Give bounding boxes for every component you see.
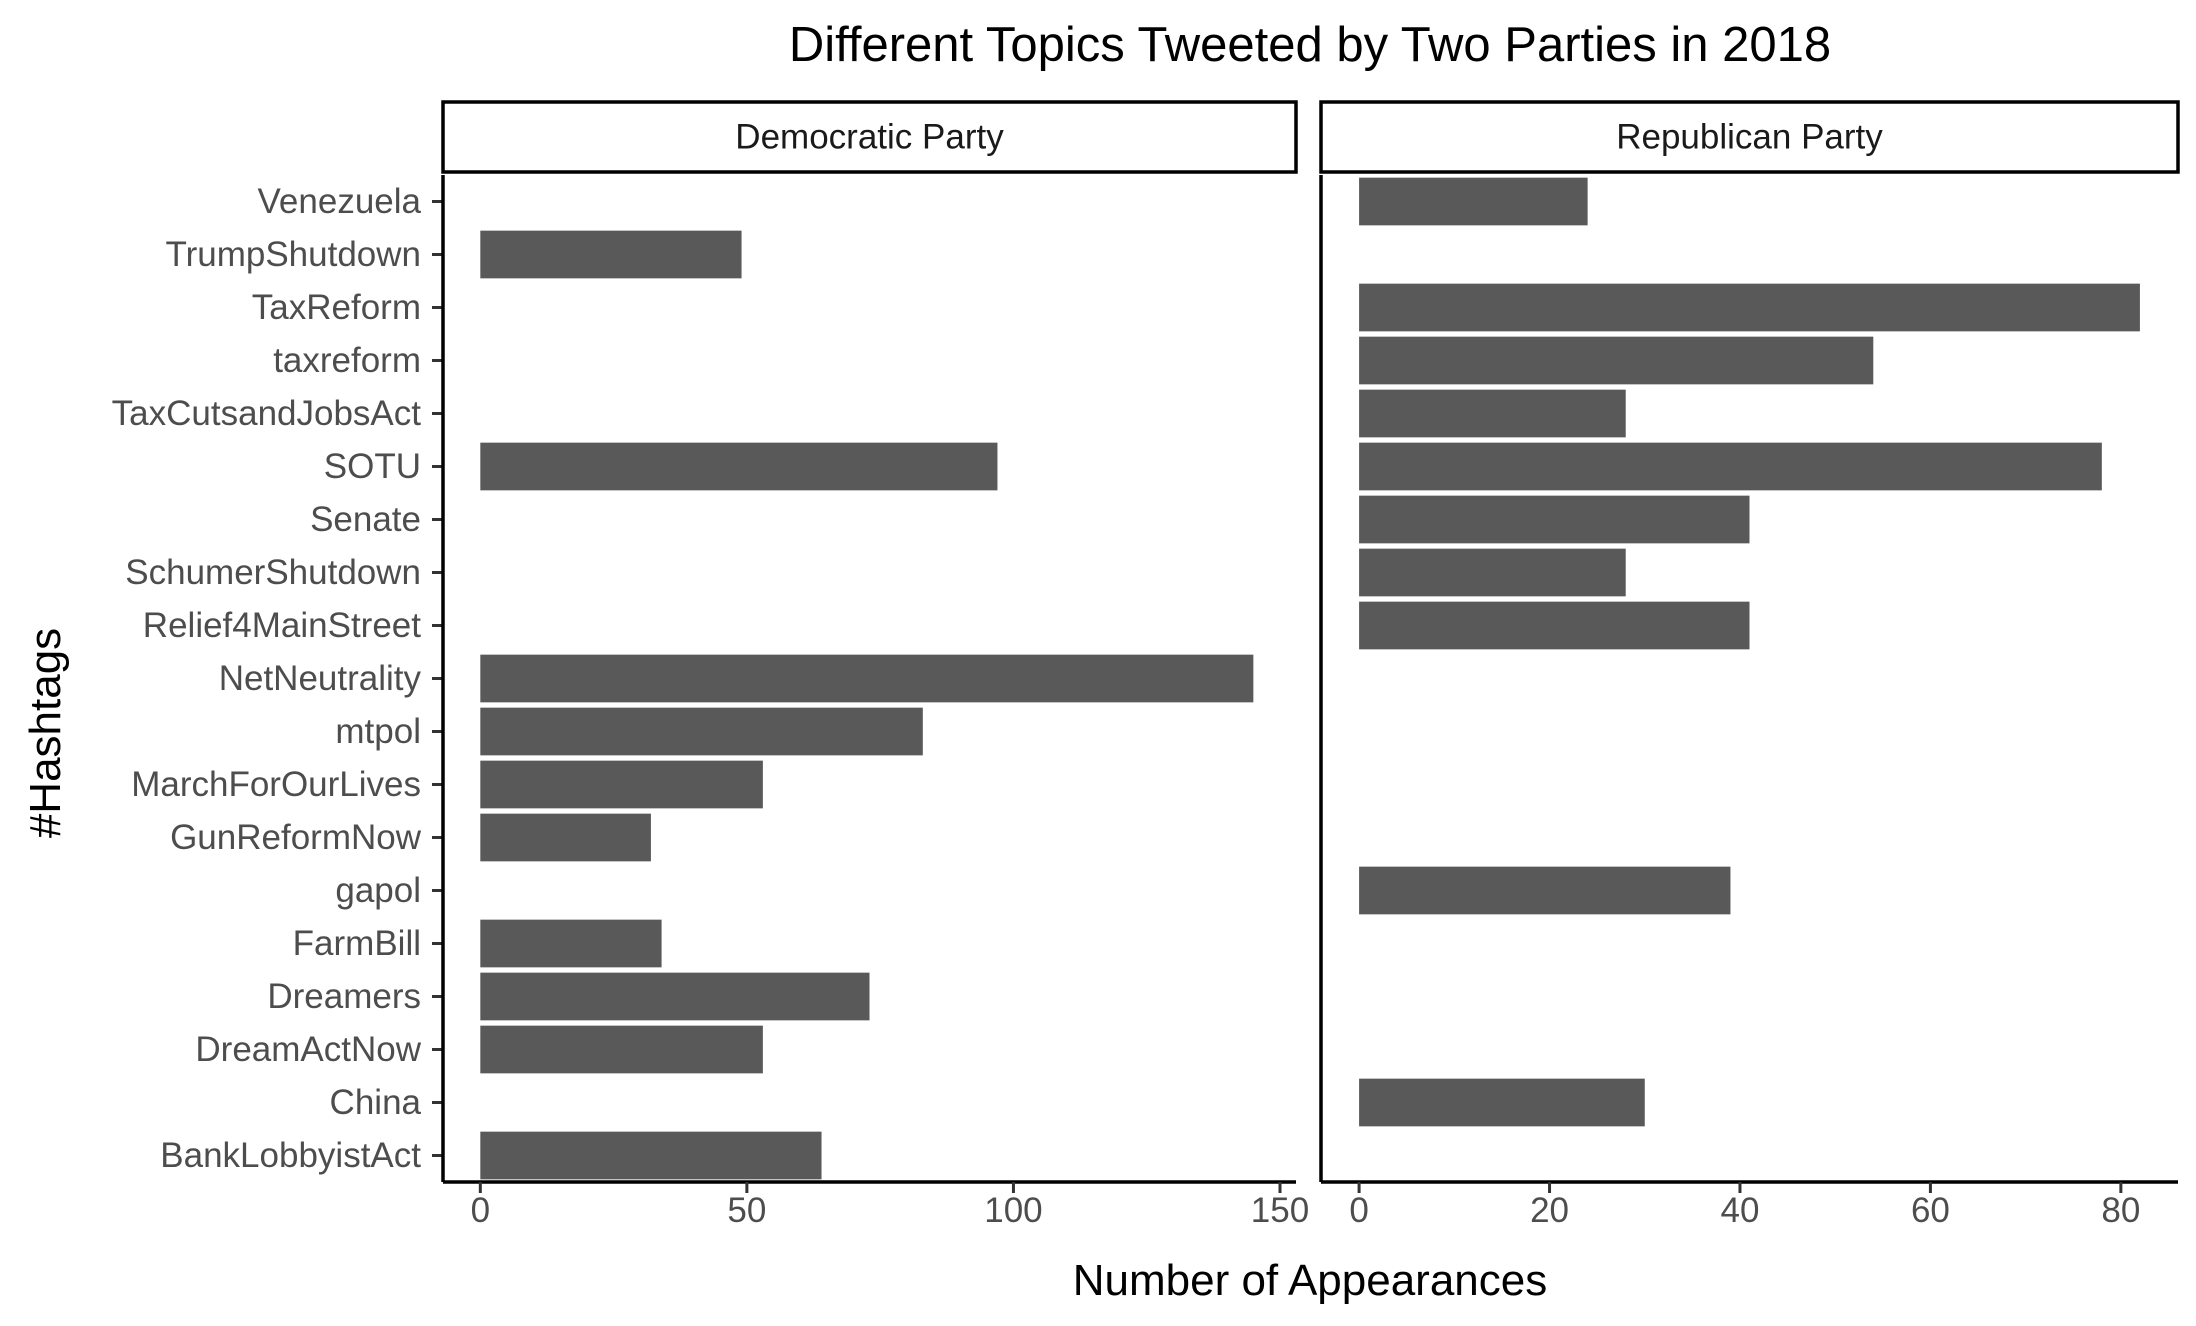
- y-tick-label-gunreformnow: GunReformNow: [170, 818, 422, 857]
- bar-republican-party-taxreform: [1359, 284, 2140, 332]
- bar-democratic-party-netneutrality: [480, 655, 1253, 703]
- x-tick-label-50: 50: [727, 1191, 766, 1230]
- y-tick-label-taxcutsandjobsact: TaxCutsandJobsAct: [112, 394, 422, 433]
- chart-title: Different Topics Tweeted by Two Parties …: [789, 18, 1831, 72]
- y-tick-label-netneutrality: NetNeutrality: [219, 659, 422, 698]
- x-tick-label-80: 80: [2101, 1191, 2140, 1230]
- bar-democratic-party-marchforourlives: [480, 761, 763, 809]
- bar-democratic-party-dreamers: [480, 973, 869, 1021]
- bar-republican-party-relief4mainstreet: [1359, 602, 1749, 650]
- bar-democratic-party-farmbill: [480, 920, 661, 968]
- y-tick-label-dreamactnow: DreamActNow: [195, 1030, 421, 1069]
- bar-democratic-party-gunreformnow: [480, 814, 651, 862]
- x-tick-label-100: 100: [984, 1191, 1042, 1230]
- y-tick-labels: BankLobbyistAct China DreamActNow Dreamers F…: [112, 182, 443, 1175]
- panel-democratic-party: Democratic Party 0 50 100 150: [443, 102, 1309, 1230]
- y-tick-label-farmbill: FarmBill: [293, 924, 421, 963]
- y-tick-label-china: China: [330, 1083, 422, 1122]
- y-tick-label-gapol: gapol: [335, 871, 421, 910]
- y-tick-label-senate: Senate: [310, 500, 421, 539]
- x-tick-label-20: 20: [1530, 1191, 1569, 1230]
- bar-republican-party-sotu: [1359, 443, 2102, 491]
- y-tick-label-mtpol: mtpol: [335, 712, 421, 751]
- x-tick-label-40: 40: [1721, 1191, 1760, 1230]
- facet-panels: Democratic Party 0 50 100 150 Republican Part…: [443, 102, 2178, 1230]
- y-tick-label-marchforourlives: MarchForOurLives: [131, 765, 421, 804]
- y-tick-label-sotu: SOTU: [324, 447, 421, 486]
- y-tick-label-taxreform: TaxReform: [252, 288, 421, 327]
- bar-republican-party-schumershutdown: [1359, 549, 1626, 597]
- bar-republican-party-senate: [1359, 496, 1749, 544]
- y-tick-label-schumershutdown: SchumerShutdown: [125, 553, 421, 592]
- bar-republican-party-taxreform: [1359, 337, 1873, 385]
- x-axis-title: Number of Appearances: [1073, 1256, 1548, 1305]
- bar-democratic-party-dreamactnow: [480, 1026, 763, 1074]
- x-tick-label-0: 0: [471, 1191, 490, 1230]
- y-axis-title: #Hashtags: [21, 628, 70, 838]
- facet-strip-label: Republican Party: [1616, 118, 1883, 157]
- x-tick-label-0: 0: [1349, 1191, 1368, 1230]
- bar-republican-party-taxcutsandjobsact: [1359, 390, 1626, 438]
- x-tick-label-60: 60: [1911, 1191, 1950, 1230]
- x-tick-label-150: 150: [1251, 1191, 1309, 1230]
- bar-democratic-party-trumpshutdown: [480, 231, 741, 279]
- facet-strip-label: Democratic Party: [735, 118, 1004, 157]
- y-tick-label-banklobbyistact: BankLobbyistAct: [160, 1136, 421, 1175]
- bar-democratic-party-banklobbyistact: [480, 1132, 821, 1180]
- y-tick-label-venezuela: Venezuela: [258, 182, 422, 221]
- bar-republican-party-venezuela: [1359, 178, 1588, 226]
- bar-democratic-party-sotu: [480, 443, 997, 491]
- y-tick-label-relief4mainstreet: Relief4MainStreet: [143, 606, 421, 645]
- y-tick-label-trumpshutdown: TrumpShutdown: [166, 235, 422, 274]
- bar-democratic-party-mtpol: [480, 708, 922, 756]
- y-tick-label-taxreform: taxreform: [273, 341, 421, 380]
- bar-republican-party-china: [1359, 1079, 1645, 1127]
- panel-republican-party: Republican Party 0 20 40 60 80: [1321, 102, 2178, 1230]
- bar-republican-party-gapol: [1359, 867, 1730, 915]
- y-tick-label-dreamers: Dreamers: [267, 977, 421, 1016]
